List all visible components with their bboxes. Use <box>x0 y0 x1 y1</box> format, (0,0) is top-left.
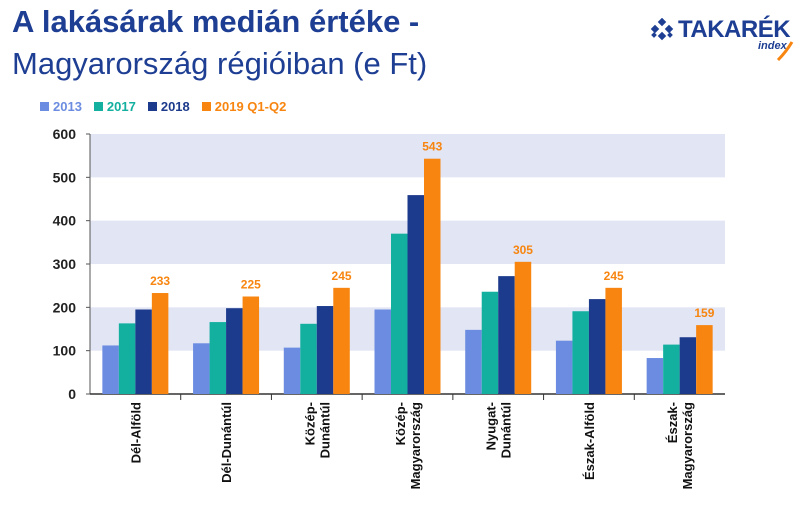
plot-band <box>90 134 725 178</box>
legend-label: 2013 <box>53 99 82 114</box>
x-tick-label-text: Észak-Magyarország <box>665 402 695 489</box>
bar-2013 <box>465 329 482 394</box>
bar-2018 <box>498 276 515 394</box>
bar-2017 <box>391 233 408 394</box>
x-tick-label-line: Észak-Alföld <box>582 402 597 480</box>
bar-2019-q1-q2 <box>696 325 713 394</box>
bar-2018 <box>407 195 424 394</box>
diamond-grid-icon <box>650 18 674 41</box>
x-tick-label: Észak-Magyarország <box>665 402 695 489</box>
x-tick-label-text: Nyugat-Dunántúl <box>484 402 514 458</box>
x-tick-label-line: Magyarország <box>408 402 423 489</box>
y-tick-label: 600 <box>53 126 77 142</box>
bar-2013 <box>646 358 664 394</box>
x-tick-label-line: Dunántúl <box>317 402 332 458</box>
chart-legend: 2013 2017 2018 2019 Q1-Q2 <box>40 99 286 114</box>
data-label: 159 <box>694 306 714 320</box>
y-tick-label: 500 <box>53 169 77 185</box>
data-label: 543 <box>422 140 442 154</box>
x-tick-label-text: Dél-Dunántúl <box>219 402 234 483</box>
swoosh-icon <box>776 41 794 62</box>
data-label: 233 <box>150 274 170 288</box>
x-tick-label: Nyugat-Dunántúl <box>484 402 514 458</box>
bar-2018 <box>135 309 152 394</box>
legend-swatch <box>147 102 157 111</box>
legend-item: 2018 <box>147 99 190 114</box>
x-tick-label-line: Észak- <box>665 402 680 443</box>
takarek-index-logo: TAKARÉK index <box>648 14 796 64</box>
legend-label: 2017 <box>106 99 136 114</box>
x-tick-label-line: Közép- <box>302 402 317 445</box>
legend-swatch <box>201 102 211 111</box>
bar-2017 <box>300 323 317 394</box>
y-tick-label: 400 <box>53 213 77 229</box>
data-label: 245 <box>332 269 352 283</box>
logo-brand: TAKARÉK <box>678 16 791 43</box>
y-tick-label: 0 <box>68 386 76 402</box>
bar-2013 <box>555 340 573 394</box>
x-tick-label-text: Dél-Alföld <box>128 402 143 463</box>
bar-2013 <box>283 347 301 394</box>
x-tick-label: Közép-Magyarország <box>393 402 423 489</box>
bar-2019-q1-q2 <box>514 261 532 394</box>
legend-swatch <box>93 102 103 111</box>
bar-2017 <box>481 291 499 394</box>
x-tick-label: Észak-Alföld <box>582 402 597 480</box>
legend-item: 2019 Q1-Q2 <box>201 99 287 114</box>
x-tick-label-text: Közép-Dunántúl <box>302 402 332 458</box>
bar-2019-q1-q2 <box>333 287 350 394</box>
bar-2017 <box>118 323 136 394</box>
x-tick-label-line: Dunántúl <box>499 402 514 458</box>
logo-sub: index <box>758 40 787 52</box>
legend-item: 2017 <box>93 99 136 114</box>
legend-label: 2018 <box>160 99 190 114</box>
x-tick-label-line: Dél-Alföld <box>128 402 143 463</box>
bar-2017 <box>209 322 227 394</box>
data-label: 245 <box>604 269 624 283</box>
x-tick-label-line: Közép- <box>393 402 408 445</box>
bar-2019-q1-q2 <box>151 293 169 394</box>
bar-2017 <box>663 344 680 394</box>
bar-2013 <box>193 343 210 394</box>
x-tick-label-line: Dél-Dunántúl <box>219 402 234 483</box>
data-label: 305 <box>513 243 533 257</box>
y-tick-label: 300 <box>53 256 77 272</box>
x-tick-label-line: Nyugat- <box>484 402 499 450</box>
legend-item: 2013 <box>40 99 82 114</box>
bar-2019-q1-q2 <box>242 296 260 394</box>
bar-2017 <box>572 311 589 394</box>
bar-2018 <box>316 306 334 394</box>
x-tick-label-text: Közép-Magyarország <box>393 402 423 489</box>
bar-2013 <box>374 309 391 394</box>
x-tick-label-line: Magyarország <box>680 402 695 489</box>
bar-2019-q1-q2 <box>424 158 441 394</box>
page-subtitle: Magyarország régióiban (e Ft) <box>12 46 428 81</box>
legend-swatch <box>40 102 49 111</box>
y-tick-label: 200 <box>53 299 77 315</box>
x-tick-label: Dél-Dunántúl <box>219 402 234 483</box>
page-title: A lakásárak medián értéke - <box>12 4 420 39</box>
bar-2013 <box>102 345 119 394</box>
x-tick-label-text: Észak-Alföld <box>582 402 597 480</box>
bar-2018 <box>679 337 697 394</box>
x-tick-label: Közép-Dunántúl <box>302 402 332 458</box>
bar-2018 <box>588 299 606 394</box>
bar-2018 <box>226 308 243 394</box>
y-tick-label: 100 <box>53 343 77 359</box>
legend-label: 2019 Q1-Q2 <box>214 99 287 114</box>
bar-2019-q1-q2 <box>605 287 622 394</box>
x-tick-label: Dél-Alföld <box>128 402 143 463</box>
data-label: 225 <box>241 278 261 292</box>
